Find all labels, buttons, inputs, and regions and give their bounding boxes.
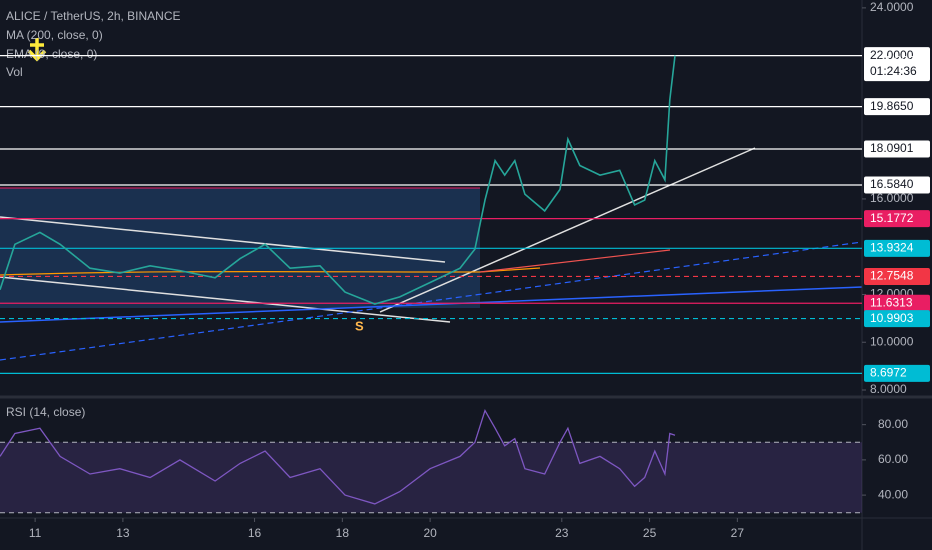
level-label: 11.6313 xyxy=(870,295,913,309)
rsi-line xyxy=(0,408,676,505)
price-line xyxy=(0,55,676,305)
indicator-label: EMA (9, close, 0) xyxy=(6,47,97,61)
ma-line xyxy=(0,267,541,276)
indicator-label: Vol xyxy=(6,65,23,79)
level-label-box xyxy=(864,294,930,312)
price-tick-label: 16.0000 xyxy=(870,191,914,205)
time-tick-label: 13 xyxy=(116,526,130,540)
time-tick-label: 27 xyxy=(731,526,745,540)
price-tick-label: 10.0000 xyxy=(870,334,914,348)
rsi-tick-label: 60.00 xyxy=(878,452,908,466)
trendline xyxy=(0,216,446,263)
level-label: 22.0000 xyxy=(870,48,914,62)
level-label: 12.7548 xyxy=(870,269,914,283)
trendline xyxy=(0,276,451,323)
price-tick-label: 8.0000 xyxy=(870,382,907,396)
time-tick-label: 23 xyxy=(555,526,569,540)
time-tick-label: 11 xyxy=(29,526,42,540)
level-label: 10.9903 xyxy=(870,311,914,325)
rsi-tick-label: 40.00 xyxy=(878,487,908,501)
level-label-box xyxy=(864,47,930,82)
level-label-box xyxy=(864,140,930,158)
trendline xyxy=(379,147,756,313)
ema-value-label: 21.9626 xyxy=(878,54,922,68)
time-tick-label: 18 xyxy=(336,526,350,540)
level-label-box xyxy=(864,310,930,328)
annotation: S xyxy=(355,318,364,333)
level-label-box xyxy=(864,364,930,382)
time-tick-label: 20 xyxy=(423,526,437,540)
level-label: 8.6972 xyxy=(870,366,907,380)
time-tick-label: 25 xyxy=(643,526,657,540)
dashed-trendline xyxy=(0,241,863,361)
rsi-band xyxy=(0,442,862,513)
time-tick-label: 16 xyxy=(248,526,262,540)
rsi-tick-label: 80.00 xyxy=(878,417,908,431)
level-label-box xyxy=(864,176,930,194)
level-label-box xyxy=(864,98,930,116)
countdown: 01:24:36 xyxy=(870,64,917,78)
header-title: ALICE / TetherUS, 2h, BINANCE xyxy=(6,9,181,23)
level-label: 15.1772 xyxy=(870,211,914,225)
level-label-box xyxy=(864,210,930,228)
level-label: 16.5840 xyxy=(870,177,914,191)
rsi-title: RSI (14, close) xyxy=(6,405,85,419)
arrow-icon xyxy=(27,38,47,62)
level-label-box xyxy=(864,239,930,257)
price-tick-label: 24.0000 xyxy=(870,0,914,14)
indicator-label: MA (200, close, 0) xyxy=(6,28,103,42)
ma-line xyxy=(479,249,671,273)
level-label-box xyxy=(864,267,930,285)
trendline xyxy=(0,286,863,323)
level-label: 19.8650 xyxy=(870,99,914,113)
level-label: 13.9324 xyxy=(870,240,914,254)
level-label: 18.0901 xyxy=(870,141,914,155)
